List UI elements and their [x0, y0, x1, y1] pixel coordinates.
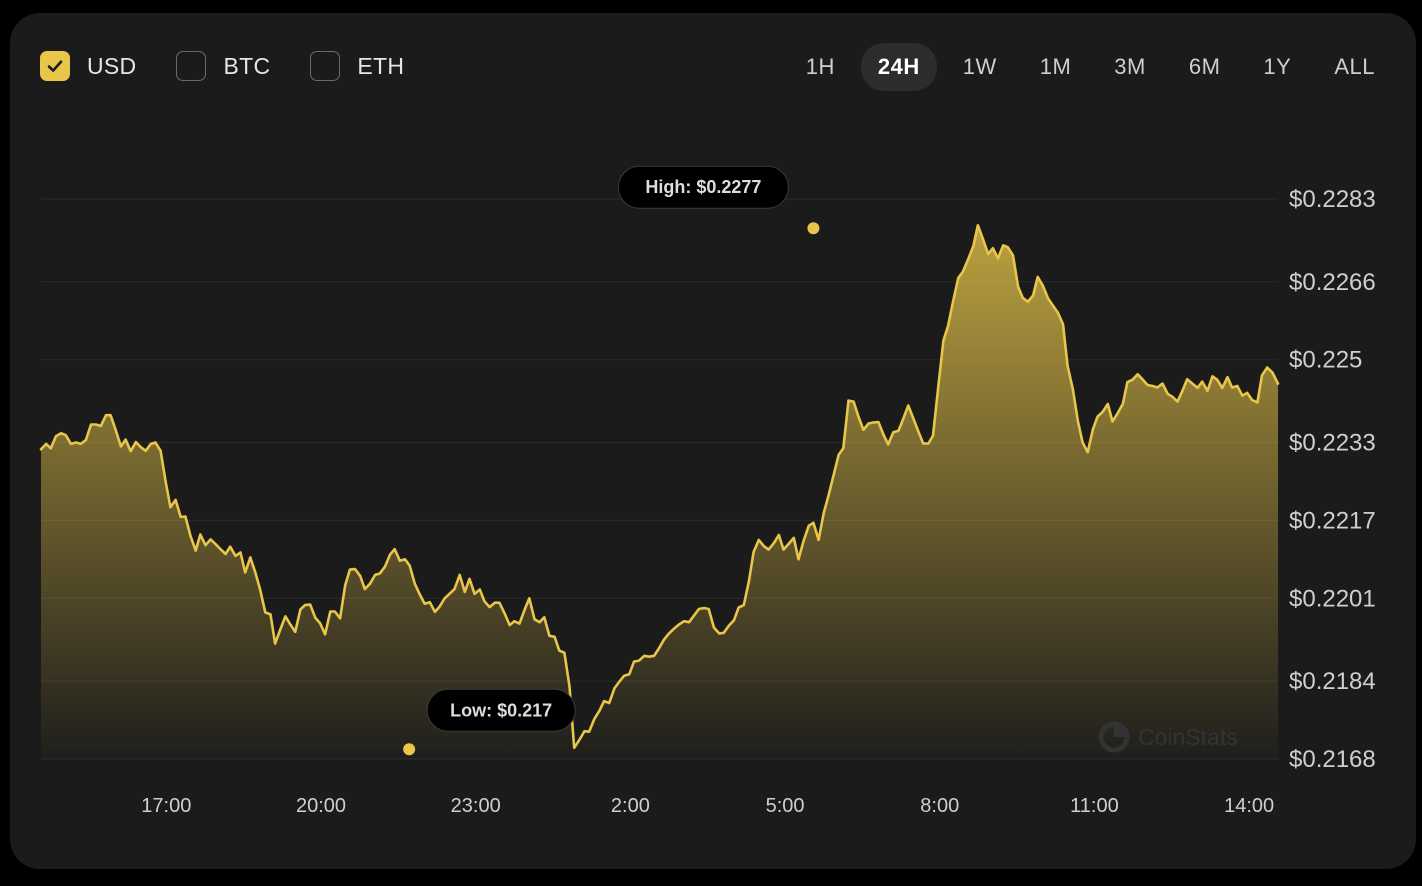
price-series-line[interactable] [39, 224, 1280, 750]
currency-option-eth[interactable]: ETH [310, 51, 404, 81]
eth-checkbox[interactable] [310, 51, 341, 81]
currency-selector: USD BTC ETH [40, 49, 444, 83]
low-tooltip-label: Low: $0.217 [450, 700, 552, 720]
currency-option-usd[interactable]: USD [40, 51, 136, 81]
price-chart-card: USD BTC ETH 1H 24H 1W 1M 3M 6M 1Y ALL [10, 13, 1416, 869]
low-point-marker[interactable] [403, 743, 416, 756]
y-tick-label: $0.2184 [1289, 668, 1376, 695]
currency-label-eth: ETH [357, 52, 405, 79]
x-tick-label: 20:00 [296, 795, 346, 817]
y-tick-label: $0.2233 [1289, 429, 1376, 456]
range-tab-1m[interactable]: 1M [1039, 54, 1072, 79]
time-range-selector: 1H 24H 1W 1M 3M 6M 1Y ALL [780, 43, 1392, 91]
range-tab-6m[interactable]: 6M [1188, 54, 1221, 79]
y-tick-label: $0.2283 [1289, 186, 1376, 213]
range-tab-1w[interactable]: 1W [962, 54, 997, 79]
currency-label-usd: USD [87, 52, 137, 79]
currency-label-btc: BTC [223, 52, 271, 79]
y-tick-label: $0.225 [1289, 347, 1362, 374]
annotations: High: $0.2277 Low: $0.217 [403, 165, 820, 756]
x-tick-label: 17:00 [141, 795, 191, 817]
x-tick-label: 5:00 [766, 795, 805, 817]
high-tooltip-label: High: $0.2277 [645, 177, 761, 197]
price-area-chart[interactable]: $0.2283 $0.2266 $0.225 $0.2233 $0.2217 $0.220… [10, 13, 1416, 869]
y-tick-label: $0.2217 [1289, 507, 1376, 534]
low-tooltip [426, 688, 576, 732]
x-tick-label: 23:00 [451, 795, 501, 817]
range-tab-all[interactable]: ALL [1334, 54, 1375, 79]
x-tick-label: 8:00 [920, 795, 959, 817]
usd-checkbox[interactable] [40, 51, 70, 81]
range-tab-24h[interactable]: 24H [860, 43, 937, 91]
watermark-text: CoinStats [1138, 723, 1238, 750]
y-tick-label: $0.2168 [1289, 746, 1376, 773]
area-layer [39, 224, 1280, 760]
check-icon [47, 60, 63, 72]
high-tooltip [617, 165, 789, 209]
btc-checkbox[interactable] [176, 51, 207, 81]
x-axis-ticks: 17:00 20:00 23:00 2:00 5:00 8:00 11:00 14:00 [141, 795, 1274, 817]
x-tick-label: 2:00 [611, 795, 650, 817]
range-tab-1h[interactable]: 1H [805, 54, 835, 79]
high-point-marker[interactable] [807, 222, 820, 235]
coinstats-watermark: CoinStats [1098, 721, 1238, 753]
currency-option-btc[interactable]: BTC [176, 51, 270, 81]
coinstats-logo-icon [1098, 721, 1130, 753]
y-tick-label: $0.2201 [1289, 585, 1376, 612]
x-tick-label: 11:00 [1070, 795, 1119, 817]
range-tab-3m[interactable]: 3M [1114, 54, 1146, 79]
y-tick-label: $0.2266 [1289, 269, 1376, 296]
range-tab-1y[interactable]: 1Y [1263, 54, 1292, 79]
price-area-fill [41, 225, 1278, 760]
x-tick-label: 14:00 [1224, 795, 1274, 817]
y-axis-ticks: $0.2283 $0.2266 $0.225 $0.2233 $0.2217 $0.220… [1289, 186, 1376, 773]
